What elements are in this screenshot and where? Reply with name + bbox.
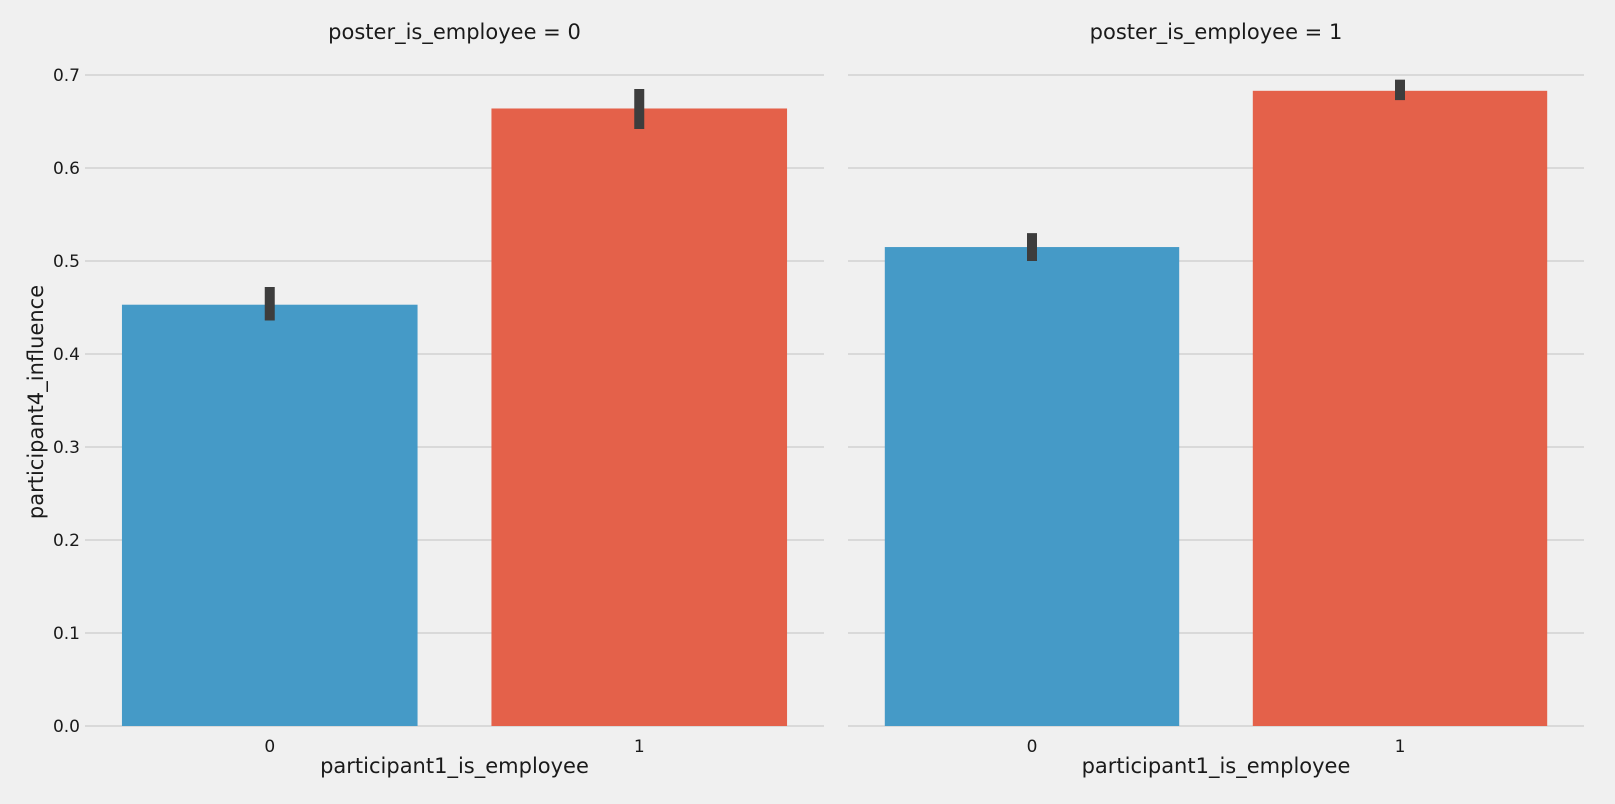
bar — [491, 108, 788, 727]
y-tick-label: 0.3 — [53, 438, 80, 458]
x-tick-label: 0 — [1027, 737, 1038, 757]
x-tick-label: 1 — [634, 737, 645, 757]
x-tick-label: 0 — [264, 737, 275, 757]
y-tick-label: 0.5 — [53, 252, 80, 272]
bars-layer — [121, 79, 1548, 727]
bar — [121, 304, 418, 726]
x-tick-label: 1 — [1395, 737, 1406, 757]
text-layer: 0 1 poster_is_employee = 0 participant1_is_… — [24, 20, 1405, 779]
y-axis-label: participant4_influence — [24, 285, 49, 519]
bar — [884, 247, 1180, 727]
y-tick-label: 0.2 — [53, 531, 80, 551]
y-tick-label: 0.7 — [53, 66, 80, 86]
y-tick-label: 0.4 — [53, 345, 80, 365]
y-tick-label: 0.1 — [53, 624, 80, 644]
panel-title: poster_is_employee = 0 — [328, 20, 581, 45]
y-tick-label: 0.0 — [53, 717, 80, 737]
panel-title: poster_is_employee = 1 — [1090, 20, 1343, 45]
x-axis-label: participant1_is_employee — [320, 754, 589, 779]
x-axis-label: participant1_is_employee — [1082, 754, 1351, 779]
y-tick-label: 0.6 — [53, 159, 80, 179]
bar — [1252, 90, 1548, 726]
